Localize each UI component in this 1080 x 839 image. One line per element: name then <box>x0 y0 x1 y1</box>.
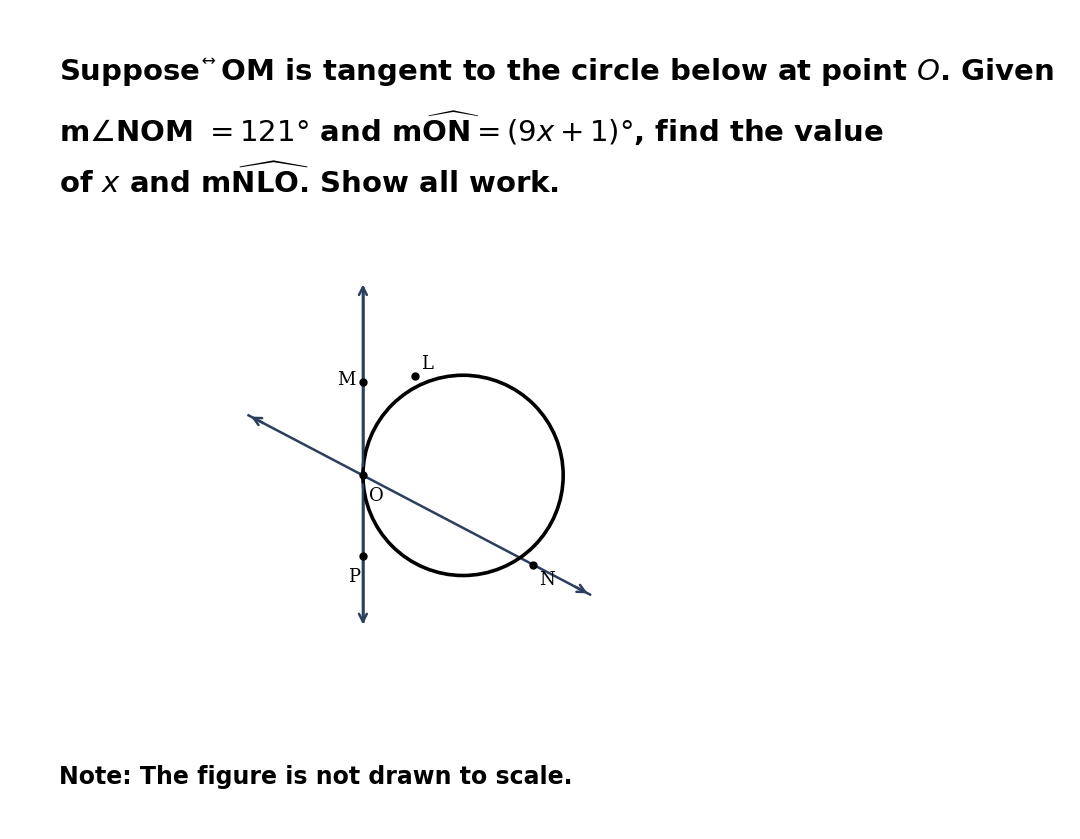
Text: P: P <box>348 568 360 586</box>
Text: O: O <box>369 487 384 505</box>
Text: Note: The figure is not drawn to scale.: Note: The figure is not drawn to scale. <box>59 764 572 789</box>
Text: M: M <box>337 372 355 389</box>
Text: m$\angle$NOM $= 121°$ and m$\widehat{\mathbf{ON}} = (9x + 1)°$, find the value: m$\angle$NOM $= 121°$ and m$\widehat{\ma… <box>59 109 883 148</box>
Text: L: L <box>421 355 433 373</box>
Text: N: N <box>539 571 555 589</box>
Text: of $x$ and m$\widehat{\mathbf{NLO}}$. Show all work.: of $x$ and m$\widehat{\mathbf{NLO}}$. Sh… <box>59 164 559 200</box>
Text: Suppose $\overleftrightarrow{\mathbf{OM}}$ is tangent to the circle below at poi: Suppose $\overleftrightarrow{\mathbf{OM}… <box>59 55 1054 87</box>
